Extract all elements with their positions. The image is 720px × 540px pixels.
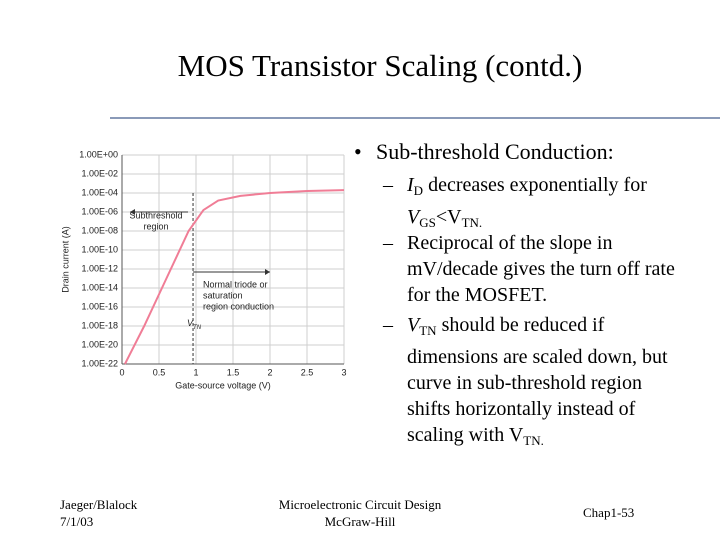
text: should be reduced if dimensions are scal… xyxy=(407,314,668,446)
annotation: Subthreshold xyxy=(129,210,182,220)
slide-title: MOS Transistor Scaling (contd.) xyxy=(177,48,583,83)
arrowhead xyxy=(130,209,135,215)
annotation: Normal triode or xyxy=(203,279,268,289)
text: TN. xyxy=(461,215,483,230)
y-tick-label: 1.00E+00 xyxy=(79,149,118,159)
dash: – xyxy=(383,174,393,196)
bullet: • xyxy=(354,139,362,164)
dash: – xyxy=(383,314,393,336)
text: <V xyxy=(435,206,462,228)
text: Jaeger/Blalock xyxy=(60,497,138,512)
annotation: saturation xyxy=(203,290,243,300)
text: TN xyxy=(193,325,202,331)
y-axis-label: Drain current (A) xyxy=(60,226,70,293)
bullet-text: VTN should be reduced if dimensions are … xyxy=(407,312,677,454)
y-tick-label: 1.00E-10 xyxy=(81,244,118,254)
y-tick-label: 1.00E-16 xyxy=(81,301,118,311)
annotation: region conduction xyxy=(203,301,274,311)
text: V xyxy=(407,314,420,336)
y-tick-label: 1.00E-22 xyxy=(81,358,118,368)
y-tick-label: 1.00E-08 xyxy=(81,225,118,235)
y-tick-label: 1.00E-12 xyxy=(81,263,118,273)
text: TN. xyxy=(523,433,544,448)
y-tick-label: 1.00E-06 xyxy=(81,206,118,216)
bullet-text: ID decreases exponentially for VGS<VTN. xyxy=(407,172,687,236)
text: 7/1/03 xyxy=(60,514,94,529)
x-tick-label: 1.5 xyxy=(227,367,240,377)
text: V xyxy=(407,206,420,228)
text: Microelectronic Circuit Design xyxy=(278,497,442,512)
y-tick-label: 1.00E-20 xyxy=(81,339,118,349)
text: GS xyxy=(419,215,436,230)
x-tick-label: 2 xyxy=(267,367,272,377)
text: I xyxy=(407,174,414,196)
y-tick-label: 1.00E-14 xyxy=(81,282,118,292)
footer-center: Microelectronic Circuit Design McGraw-Hil… xyxy=(210,496,510,530)
bullet-text: Sub-threshold Conduction: xyxy=(376,139,614,164)
text: V xyxy=(187,318,194,328)
footer-left: Jaeger/Blalock 7/1/03 xyxy=(60,496,137,530)
x-tick-label: 1 xyxy=(193,367,198,377)
dash: – xyxy=(383,232,393,254)
x-tick-label: 2.5 xyxy=(301,367,314,377)
text: TN xyxy=(419,323,437,338)
bullet-text: Reciprocal of the slope in mV/decade giv… xyxy=(407,232,675,306)
y-tick-label: 1.00E-02 xyxy=(81,168,118,178)
line xyxy=(124,189,345,365)
title-rule xyxy=(110,117,720,119)
x-tick-label: 3 xyxy=(341,367,346,377)
x-tick-label: 0.5 xyxy=(153,367,166,377)
text: D xyxy=(413,183,424,198)
text: McGraw-Hill xyxy=(324,514,396,529)
annotation: VTN xyxy=(187,318,202,330)
y-tick-label: 1.00E-04 xyxy=(81,187,118,197)
annotation: region xyxy=(143,221,168,231)
x-axis-label: Gate-source voltage (V) xyxy=(175,380,271,390)
x-tick-label: 0 xyxy=(119,367,124,377)
footer-right: Chap1-53 xyxy=(583,505,635,520)
y-tick-label: 1.00E-18 xyxy=(81,320,118,330)
arrowhead xyxy=(265,269,270,275)
text: decreases exponentially for xyxy=(423,174,647,196)
